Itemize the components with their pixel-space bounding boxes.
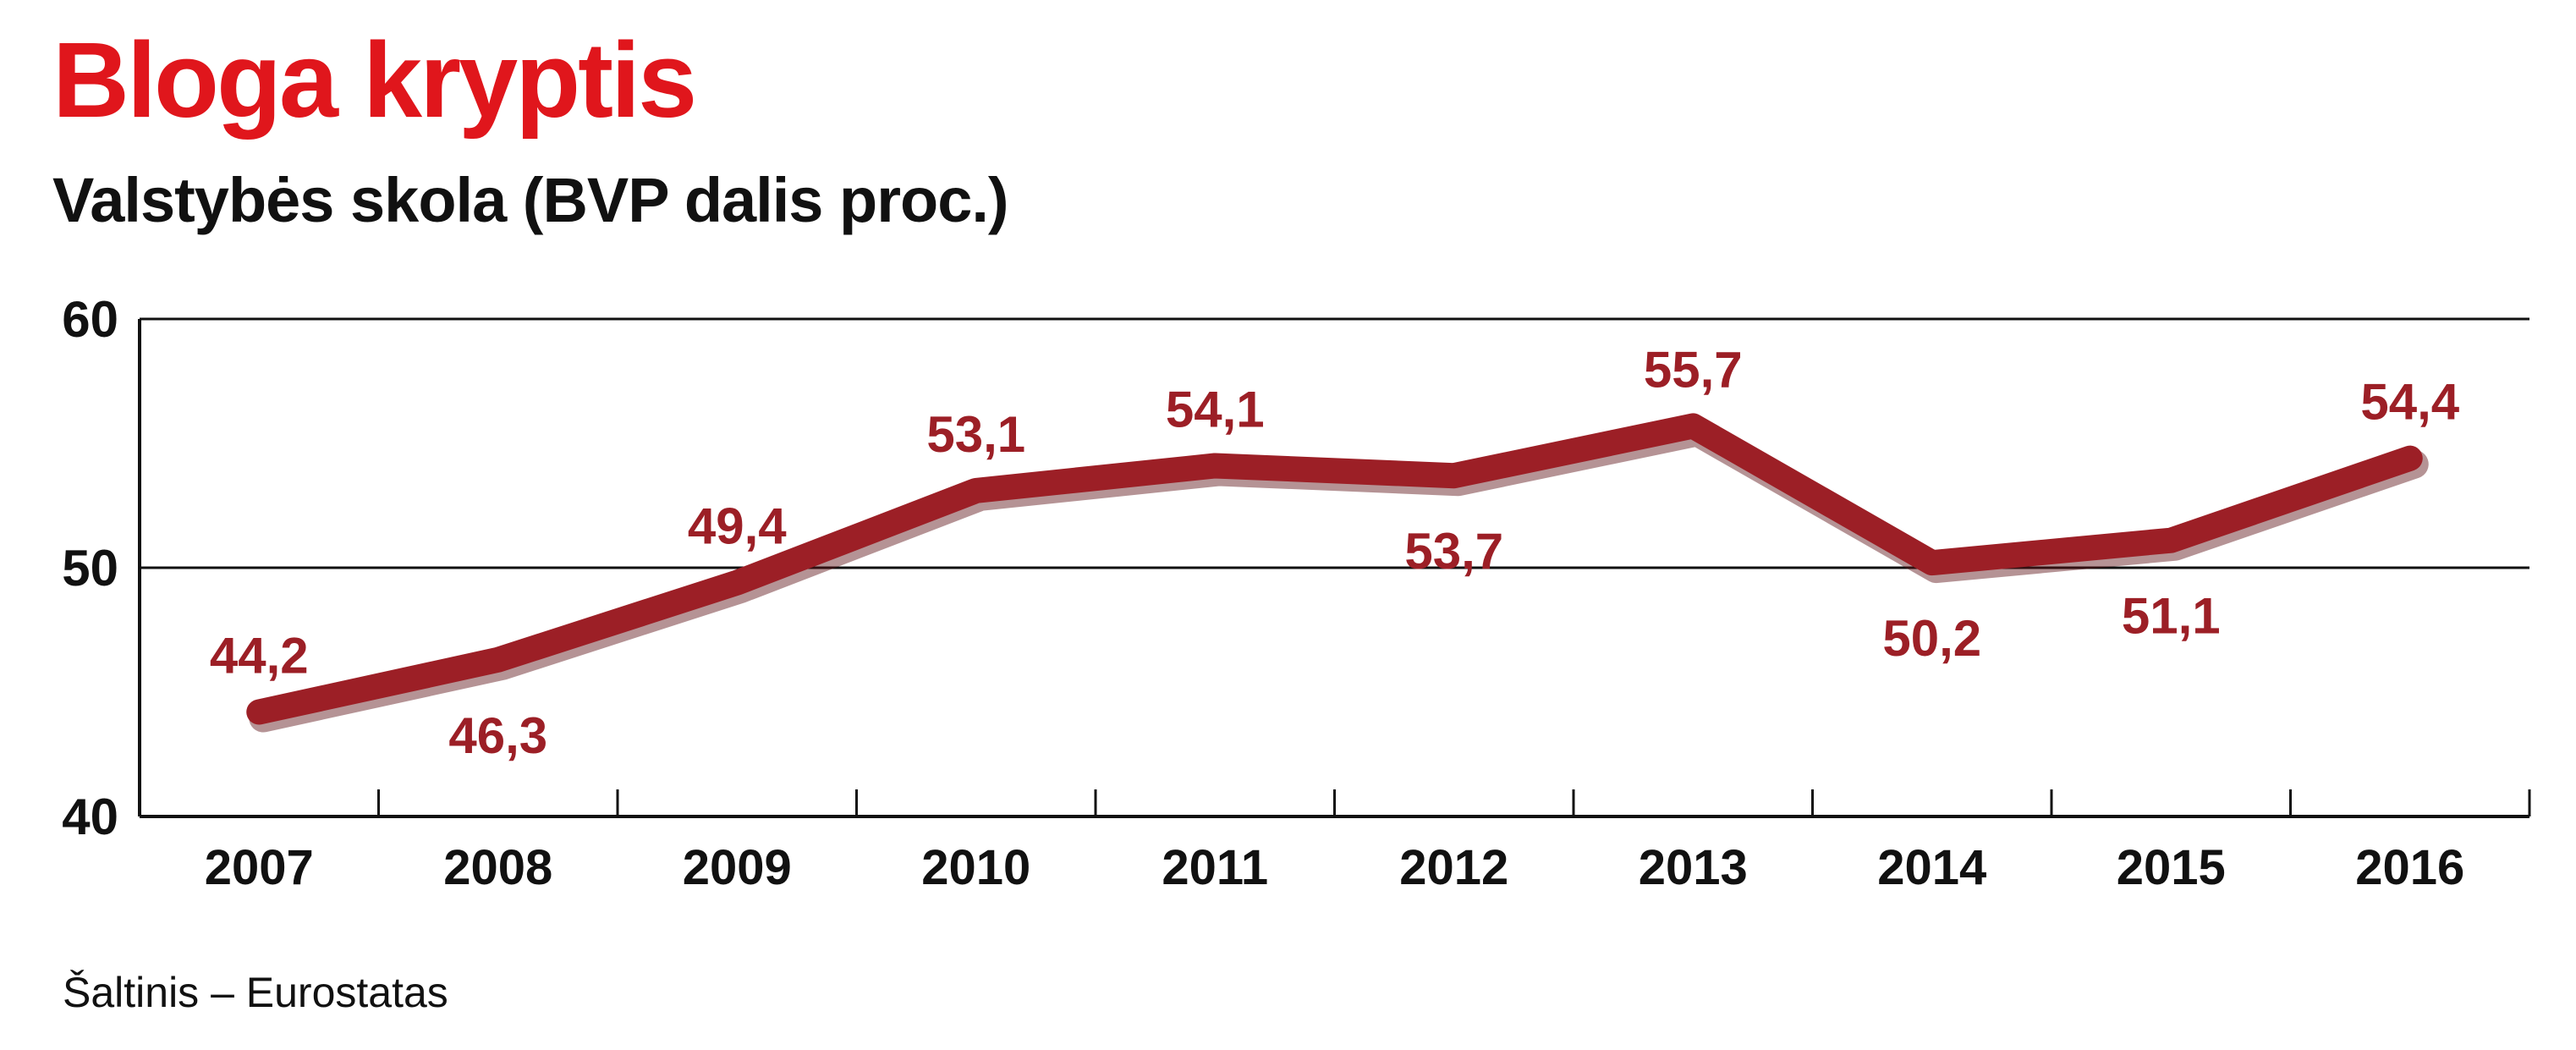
data-labels: 44,2 46,3 49,4 53,1 54,1 53,7 55,7 50,2 51,1 54,4 <box>210 341 2460 763</box>
x-tick-labels: 2007 2008 2009 2010 2011 2012 2013 2014 2015 2016 <box>205 840 2465 895</box>
axes <box>138 319 2531 818</box>
x-tick-label-2015: 2015 <box>2117 840 2226 895</box>
data-label-2015: 51,1 <box>2122 588 2221 645</box>
x-tick-label-2011: 2011 <box>1162 840 1268 895</box>
x-tick-label-2014: 2014 <box>1877 840 1986 895</box>
data-label-2013: 55,7 <box>1644 341 1743 398</box>
y-tick-label: 60 <box>62 291 118 348</box>
data-label-2016: 54,4 <box>2360 374 2459 431</box>
x-tick-label-2009: 2009 <box>683 840 792 895</box>
source-note: Šaltinis – Eurostatas <box>63 969 448 1016</box>
x-tick-label-2016: 2016 <box>2355 840 2464 895</box>
y-tick-label: 50 <box>62 540 118 596</box>
x-tick-label-2012: 2012 <box>1399 840 1508 895</box>
x-tick-label-2007: 2007 <box>205 840 314 895</box>
y-tick-labels: 40 50 60 <box>62 291 118 845</box>
data-label-2012: 53,7 <box>1404 523 1503 580</box>
data-label-2010: 53,1 <box>926 406 1025 463</box>
chart-title: Bloga kryptis <box>52 20 697 140</box>
y-tick-label: 40 <box>62 789 118 845</box>
x-tick-label-2010: 2010 <box>921 840 1030 895</box>
chart-subtitle: Valstybės skola (BVP dalis proc.) <box>52 165 1009 235</box>
data-label-2007: 44,2 <box>210 628 309 684</box>
data-label-2014: 50,2 <box>1882 610 1981 667</box>
x-tick-label-2013: 2013 <box>1639 840 1748 895</box>
data-label-2011: 54,1 <box>1166 381 1265 437</box>
series-line-group <box>246 413 2429 733</box>
data-label-2008: 46,3 <box>448 707 547 764</box>
data-label-2009: 49,4 <box>688 498 787 555</box>
gridlines <box>140 317 2529 569</box>
x-tick-label-2008: 2008 <box>443 840 552 895</box>
series-line <box>246 413 2423 725</box>
